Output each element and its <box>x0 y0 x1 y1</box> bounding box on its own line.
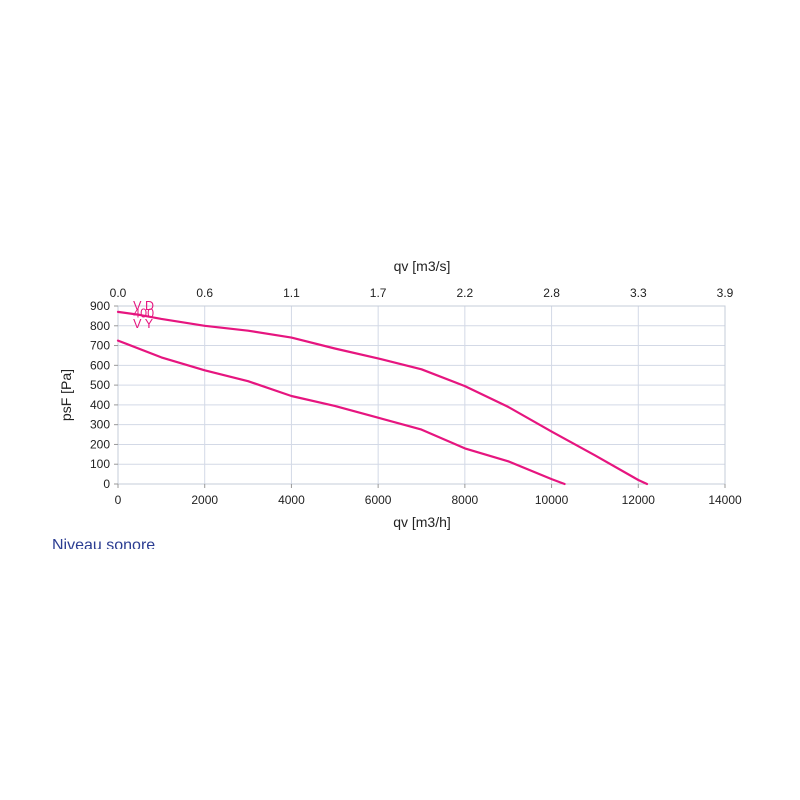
x2-tick-label: 1.1 <box>283 286 300 300</box>
x2-tick-label: 3.3 <box>630 286 647 300</box>
x-tick-label: 0 <box>115 493 122 507</box>
y-axis-ticks: 0 100 200 300 400 500 600 700 800 900 <box>90 299 118 491</box>
series-line-v-d <box>116 310 649 486</box>
y-tick-label: 900 <box>90 299 110 313</box>
x-tick-label: 8000 <box>452 493 479 507</box>
series-lines <box>116 310 649 486</box>
section-heading-noise-level: Niveau sonore <box>52 537 156 549</box>
x2-tick-label: 3.9 <box>717 286 734 300</box>
curve-label: V D <box>133 299 154 313</box>
x2-tick-label: 0.0 <box>110 286 127 300</box>
x-tick-label: 10000 <box>535 493 569 507</box>
curve-label: 400 <box>133 307 154 321</box>
x2-axis-label: qv [m3/s] <box>394 258 451 274</box>
x-tick-label: 12000 <box>622 493 656 507</box>
x2-tick-label: 0.6 <box>196 286 213 300</box>
x-tick-label: 14000 <box>708 493 742 507</box>
y-tick-label: 0 <box>103 477 110 491</box>
grid <box>118 306 725 484</box>
y-tick-label: 100 <box>90 457 110 471</box>
y-tick-label: 700 <box>90 339 110 353</box>
x2-axis-ticks: 0.0 0.6 1.1 1.7 2.2 2.8 3.3 3.9 <box>110 286 734 300</box>
y-axis-label: psF [Pa] <box>58 369 74 421</box>
x-tick-label: 4000 <box>278 493 305 507</box>
curve-label: V Y <box>133 317 154 331</box>
plot-frame <box>117 305 726 485</box>
y-tick-label: 600 <box>90 358 110 372</box>
y-tick-label: 200 <box>90 437 110 451</box>
y-tick-label: 500 <box>90 378 110 392</box>
series-line-v-y <box>116 339 566 486</box>
y-tick-label: 800 <box>90 319 110 333</box>
x2-tick-label: 2.2 <box>457 286 474 300</box>
x-axis-ticks: 0 2000 4000 6000 8000 10000 12000 14000 <box>115 484 742 507</box>
y-tick-label: 300 <box>90 418 110 432</box>
x-tick-label: 6000 <box>365 493 392 507</box>
x-axis-label: qv [m3/h] <box>393 514 451 530</box>
x2-tick-label: 2.8 <box>543 286 560 300</box>
y-tick-label: 400 <box>90 398 110 412</box>
x2-tick-label: 1.7 <box>370 286 387 300</box>
x-tick-label: 2000 <box>191 493 218 507</box>
